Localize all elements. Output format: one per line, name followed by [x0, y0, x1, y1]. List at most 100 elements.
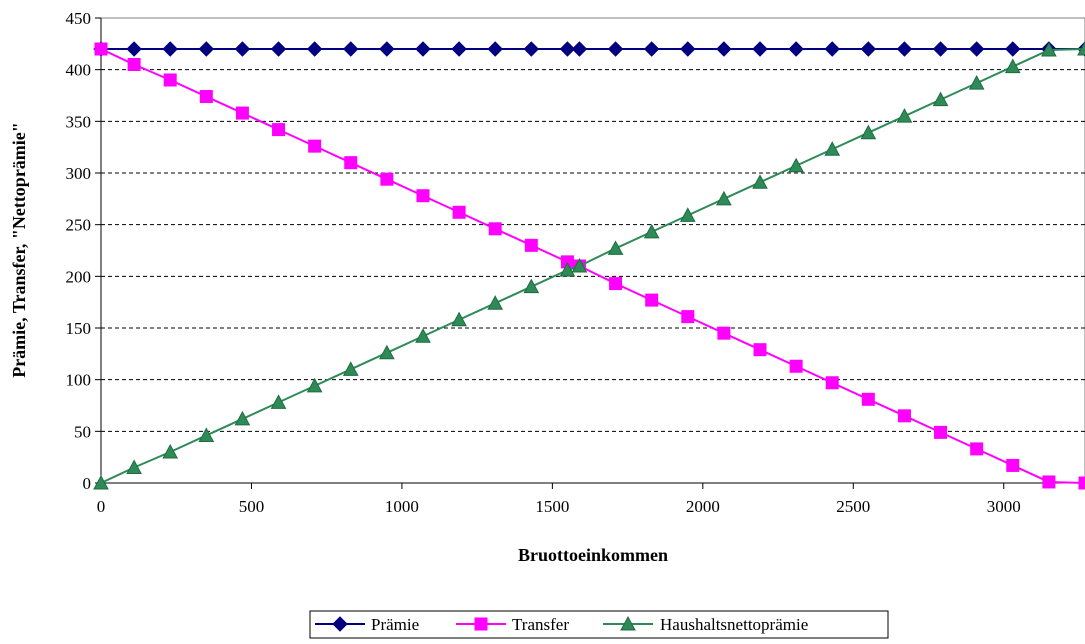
data-point-haushaltsnettoprämie: [379, 344, 395, 360]
data-point-haushaltsnettoprämie: [643, 223, 660, 239]
series-haushaltsnettoprämie: [93, 40, 1085, 490]
data-point-haushaltsnettoprämie: [93, 474, 109, 490]
data-point-haushaltsnettoprämie: [487, 295, 504, 310]
data-point-haushaltsnettoprämie: [571, 257, 588, 273]
data-point-haushaltsnettoprämie: [860, 124, 877, 140]
legend-item-prämie: Prämie: [315, 615, 419, 634]
x-tick-label: 2000: [686, 497, 720, 516]
legend-label: Prämie: [371, 615, 419, 634]
y-tick-label: 50: [74, 422, 91, 441]
axes: [95, 17, 1085, 489]
data-point-prämie: [198, 41, 215, 57]
legend-box: [309, 610, 889, 639]
data-point-prämie: [643, 41, 660, 57]
y-tick-label: 0: [83, 474, 92, 493]
data-point-haushaltsnettoprämie: [716, 190, 732, 206]
x-tick-label: 3000: [987, 497, 1021, 516]
data-point-prämie: [896, 41, 913, 57]
data-point-prämie: [487, 41, 503, 57]
data-point-haushaltsnettoprämie: [523, 278, 540, 294]
data-point-haushaltsnettoprämie: [896, 108, 913, 123]
data-point-prämie: [571, 41, 588, 57]
data-point-transfer: [344, 156, 358, 170]
x-tick-label: 2500: [836, 497, 870, 516]
x-tick-label: 0: [97, 497, 106, 516]
legend-marker: [332, 616, 348, 632]
data-point-prämie: [932, 41, 949, 57]
data-point-transfer: [127, 58, 141, 71]
data-point-transfer: [380, 172, 394, 186]
data-point-transfer: [753, 343, 767, 357]
data-point-haushaltsnettoprämie: [162, 443, 179, 459]
data-point-haushaltsnettoprämie: [1041, 41, 1057, 57]
data-point-haushaltsnettoprämie: [968, 75, 985, 90]
data-point-prämie: [1005, 41, 1021, 57]
data-point-transfer: [199, 90, 213, 104]
data-point-transfer: [861, 392, 875, 406]
data-point-transfer: [1006, 458, 1020, 472]
data-point-transfer: [609, 277, 623, 291]
legend-label: Haushaltsnettoprämie: [660, 615, 808, 634]
y-axis-title: Prämie, Transfer, "Nettoprämie": [9, 122, 29, 378]
y-tick-label: 200: [66, 267, 92, 286]
data-point-haushaltsnettoprämie: [607, 240, 624, 255]
data-point-prämie: [716, 41, 732, 57]
data-point-prämie: [824, 41, 840, 57]
data-point-prämie: [126, 41, 142, 57]
data-point-prämie: [379, 41, 395, 57]
data-point-haushaltsnettoprämie: [788, 157, 804, 173]
data-point-prämie: [306, 41, 323, 57]
y-tick-label: 100: [66, 371, 92, 390]
data-point-transfer: [897, 409, 911, 423]
data-point-prämie: [860, 41, 877, 57]
data-point-haushaltsnettoprämie: [1004, 58, 1021, 74]
data-point-prämie: [523, 41, 540, 57]
data-point-haushaltsnettoprämie: [270, 394, 287, 409]
data-point-transfer: [488, 222, 502, 236]
plot-area: [100, 17, 1085, 484]
data-point-transfer: [645, 293, 659, 307]
x-axis-title: Bruottoeinkommen: [518, 545, 668, 565]
data-point-transfer: [416, 189, 430, 203]
data-point-transfer: [524, 238, 538, 252]
legend-item-transfer: Transfer: [456, 615, 569, 634]
data-point-transfer: [1042, 475, 1056, 489]
data-point-transfer: [1078, 476, 1085, 490]
series-layer: [93, 40, 1085, 490]
legend-marker: [620, 615, 636, 631]
x-tick-label: 1500: [535, 497, 569, 516]
data-point-haushaltsnettoprämie: [679, 207, 696, 222]
data-point-transfer: [681, 310, 695, 324]
y-tick-label: 350: [66, 112, 92, 131]
data-point-transfer: [235, 106, 249, 120]
data-point-prämie: [607, 41, 624, 57]
data-point-prämie: [752, 41, 768, 57]
data-point-haushaltsnettoprämie: [752, 174, 768, 189]
data-point-haushaltsnettoprämie: [1077, 40, 1085, 56]
x-tick-label: 500: [239, 497, 265, 516]
data-point-prämie: [415, 41, 431, 57]
data-point-haushaltsnettoprämie: [234, 410, 251, 426]
data-point-prämie: [343, 41, 359, 57]
data-point-prämie: [234, 41, 251, 57]
y-tick-label: 150: [66, 319, 92, 338]
y-tick-label: 450: [66, 9, 92, 28]
data-point-transfer: [970, 442, 984, 456]
x-tick-label: 1000: [385, 497, 419, 516]
data-point-haushaltsnettoprämie: [932, 91, 949, 107]
data-point-transfer: [825, 376, 839, 390]
data-point-prämie: [451, 41, 467, 57]
tick-labels: 0 50 100 150 200 250 300 350 400 450 0 500 1000 1500 2…: [66, 9, 1021, 516]
y-tick-label: 400: [66, 61, 92, 80]
data-point-haushaltsnettoprämie: [415, 328, 431, 343]
data-point-prämie: [680, 41, 696, 57]
data-point-prämie: [270, 41, 287, 57]
data-point-haushaltsnettoprämie: [824, 141, 841, 156]
data-point-transfer: [934, 425, 948, 439]
legend: Prämie Transfer Haushaltsnettoprämie: [309, 610, 889, 639]
data-point-prämie: [162, 41, 178, 57]
data-point-haushaltsnettoprämie: [126, 459, 142, 474]
data-point-prämie: [968, 41, 985, 57]
data-point-transfer: [308, 139, 322, 153]
